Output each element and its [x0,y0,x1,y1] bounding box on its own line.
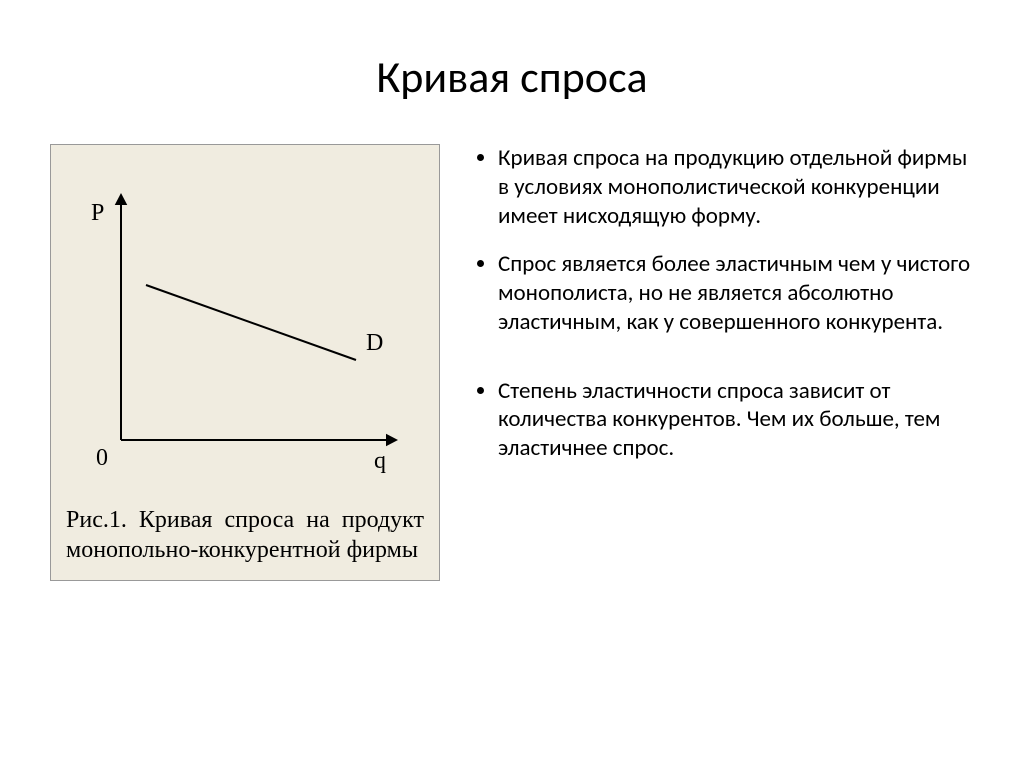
svg-text:q: q [374,448,386,474]
content-row: Pq 0 D Рис.1. Кривая спроса на продукт мон… [50,144,974,581]
bullet-item: Степень эластичности спроса зависит от к… [498,377,974,463]
bullet-item: Кривая спроса на продукцию отдельной фир… [498,144,974,230]
bullet-item: Спрос является более эластичным чем у чи… [498,250,974,336]
svg-text:0: 0 [96,445,108,471]
figure-panel: Pq 0 D Рис.1. Кривая спроса на продукт мон… [50,144,440,581]
svg-text:D: D [366,330,383,356]
bullet-list: Кривая спроса на продукцию отдельной фир… [470,144,974,463]
slide-title: Кривая спроса [50,50,974,104]
svg-text:P: P [91,200,104,226]
bullet-column: Кривая спроса на продукцию отдельной фир… [470,144,974,581]
figure-caption: Рис.1. Кривая спроса на продукт монополь… [66,505,424,565]
chart-svg: Pq 0 D [66,165,426,485]
slide: Кривая спроса Pq 0 D Рис.1. Кривая спроса … [0,0,1024,768]
demand-curve-chart: Pq 0 D [66,165,424,490]
